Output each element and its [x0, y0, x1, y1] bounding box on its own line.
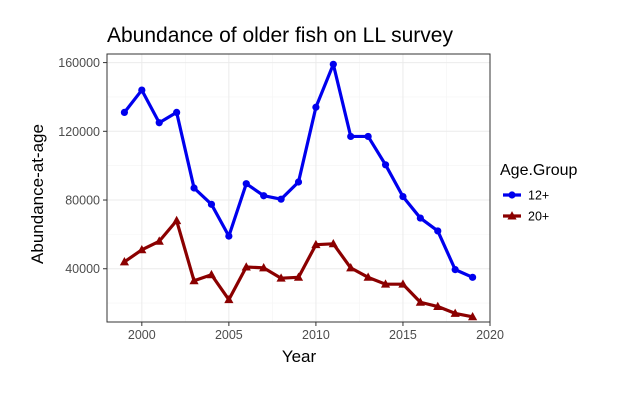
legend-item-12: 12+ — [503, 189, 549, 203]
data-point-20 — [241, 262, 251, 271]
axis-ticks: 2000 2005 2010 2015 2020 40000 80000 120000 1600… — [58, 56, 504, 342]
data-point-12 — [207, 200, 216, 208]
data-point-20 — [119, 257, 130, 266]
data-point-20 — [137, 245, 147, 254]
data-point-12 — [329, 60, 337, 68]
data-point-12 — [451, 266, 459, 274]
data-point-12 — [364, 132, 372, 141]
data-point-20 — [276, 273, 286, 282]
data-point-20 — [328, 239, 338, 248]
data-point-12 — [190, 184, 198, 192]
data-point-12 — [138, 86, 146, 94]
y-tick-label: 80000 — [65, 194, 100, 208]
series-markers — [119, 60, 478, 321]
plot-panel — [106, 53, 491, 323]
legend-label: 20+ — [528, 210, 549, 224]
data-point-12 — [120, 108, 129, 117]
data-point-12 — [294, 178, 303, 186]
data-point-20 — [224, 294, 234, 304]
legend-title: Age.Group — [500, 162, 577, 179]
data-point-20 — [154, 236, 164, 245]
data-point-12 — [434, 227, 442, 235]
data-point-12 — [173, 108, 181, 117]
data-point-20 — [189, 275, 199, 285]
chart-title: Abundance of older fish on LL survey — [107, 24, 453, 47]
data-point-12 — [399, 192, 407, 201]
y-tick-label: 160000 — [58, 56, 100, 70]
data-point-12 — [468, 273, 477, 281]
data-point-20 — [433, 301, 443, 310]
x-tick-label: 2020 — [476, 328, 504, 342]
panel-border — [106, 53, 491, 323]
data-point-20 — [363, 272, 373, 281]
data-point-12 — [260, 192, 268, 200]
y-tick-label: 40000 — [65, 262, 100, 276]
data-point-20 — [293, 272, 304, 281]
data-point-20 — [172, 215, 182, 225]
data-point-20 — [311, 239, 321, 249]
series-line-12 — [122, 62, 475, 279]
data-point-12 — [347, 132, 355, 141]
data-point-20 — [259, 263, 269, 272]
legend-item-20: 20+ — [503, 210, 549, 224]
data-point-12 — [225, 232, 233, 240]
data-point-20 — [398, 279, 408, 288]
x-tick-label: 2005 — [215, 328, 243, 342]
data-point-20 — [415, 297, 425, 306]
y-axis-label: Abundance-at-age — [28, 124, 47, 264]
data-point-12 — [242, 180, 250, 188]
x-tick-label: 2010 — [302, 328, 330, 342]
legend-key-marker — [507, 211, 517, 220]
data-point-20 — [380, 279, 391, 288]
data-point-20 — [467, 312, 478, 321]
data-point-12 — [155, 119, 163, 127]
data-point-12 — [416, 214, 424, 222]
data-point-12 — [312, 103, 320, 111]
data-point-12 — [277, 195, 285, 203]
data-point-20 — [346, 263, 356, 272]
x-tick-label: 2015 — [389, 328, 417, 342]
y-tick-label: 120000 — [58, 125, 100, 139]
data-point-20 — [450, 308, 460, 317]
data-point-12 — [381, 161, 390, 169]
x-axis-label: Year — [282, 347, 317, 366]
legend-key-marker — [508, 191, 516, 199]
data-point-20 — [206, 269, 217, 279]
x-tick-label: 2000 — [128, 328, 156, 342]
legend: Age.Group 12+ 20+ — [500, 162, 577, 224]
legend-label: 12+ — [528, 189, 549, 203]
